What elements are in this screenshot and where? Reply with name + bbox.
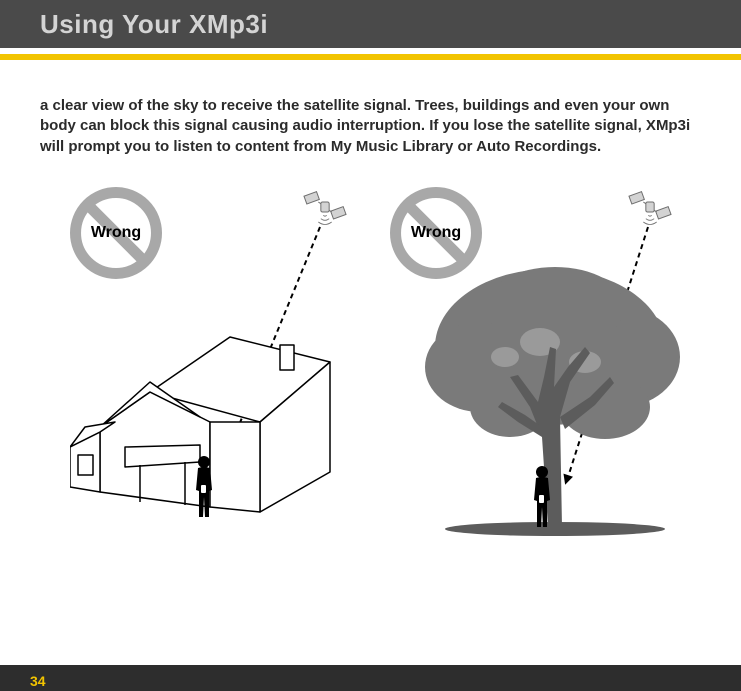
satellite-icon-left: [300, 187, 350, 227]
wrong-label-left: Wrong: [91, 224, 141, 242]
footer-bar: 34: [0, 665, 741, 691]
content-area: a clear view of the sky to receive the s…: [0, 60, 741, 587]
wrong-label-right: Wrong: [411, 224, 461, 242]
header-bar: Using Your XMp3i: [0, 0, 741, 48]
body-paragraph: a clear view of the sky to receive the s…: [40, 96, 700, 157]
person-silhouette-left: [190, 455, 218, 520]
illustration-area: Wrong: [40, 187, 701, 587]
satellite-icon-right: [625, 187, 675, 227]
page-title: Using Your XMp3i: [40, 9, 268, 40]
person-silhouette-right: [528, 465, 556, 530]
wrong-badge-left: Wrong: [70, 187, 162, 279]
page-number: 34: [30, 673, 46, 689]
